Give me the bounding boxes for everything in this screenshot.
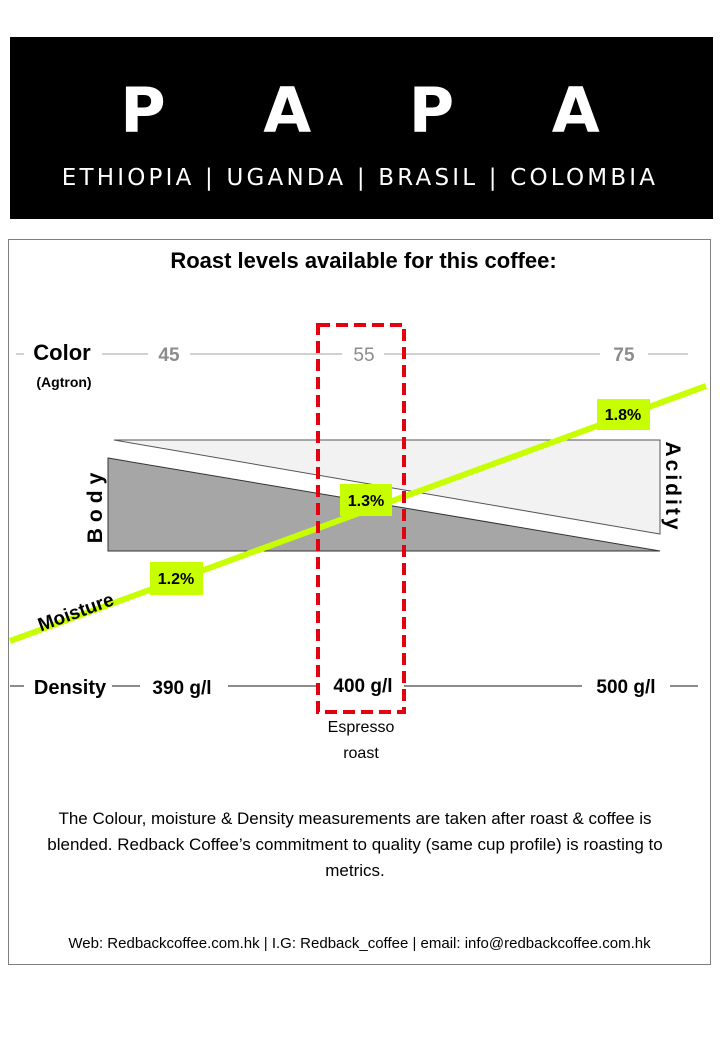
header-banner: [10, 37, 713, 219]
agtron-label: (Agtron): [36, 374, 91, 390]
color-tick: 55: [353, 345, 374, 366]
measurement-note: The Colour, moisture & Density measureme…: [47, 809, 663, 880]
roast-label: roast: [343, 745, 379, 762]
moisture-badge: [340, 484, 392, 516]
color-tick: 75: [613, 345, 635, 366]
body-label: Body: [84, 467, 107, 544]
espresso-label: Espresso: [328, 719, 395, 736]
color-label: Color: [33, 340, 91, 365]
density-label: Density: [34, 677, 107, 699]
moisture-value: 1.2%: [158, 571, 194, 588]
acidity-label: Acidity: [661, 441, 684, 532]
panel-title: Roast levels available for this coffee:: [170, 248, 557, 273]
density-tick: 400 g/l: [333, 676, 392, 697]
moisture-value: 1.8%: [605, 407, 641, 424]
roast-panel: [8, 239, 711, 965]
moisture-value: 1.3%: [348, 493, 384, 510]
origin-list: ETHIOPIA | UGANDA | BRASIL | COLOMBIA: [61, 165, 659, 191]
color-tick: 45: [158, 345, 180, 366]
density-tick: 390 g/l: [152, 678, 211, 699]
contact-footer: Web: Redbackcoffee.com.hk | I.G: Redback…: [68, 935, 651, 952]
moisture-badge: [597, 399, 650, 430]
density-tick: 500 g/l: [596, 677, 655, 698]
brand-name: P A P A: [120, 74, 638, 147]
moisture-label: Moisture: [35, 589, 117, 636]
moisture-badge: [150, 562, 203, 595]
espresso-highlight-box: [316, 323, 406, 714]
